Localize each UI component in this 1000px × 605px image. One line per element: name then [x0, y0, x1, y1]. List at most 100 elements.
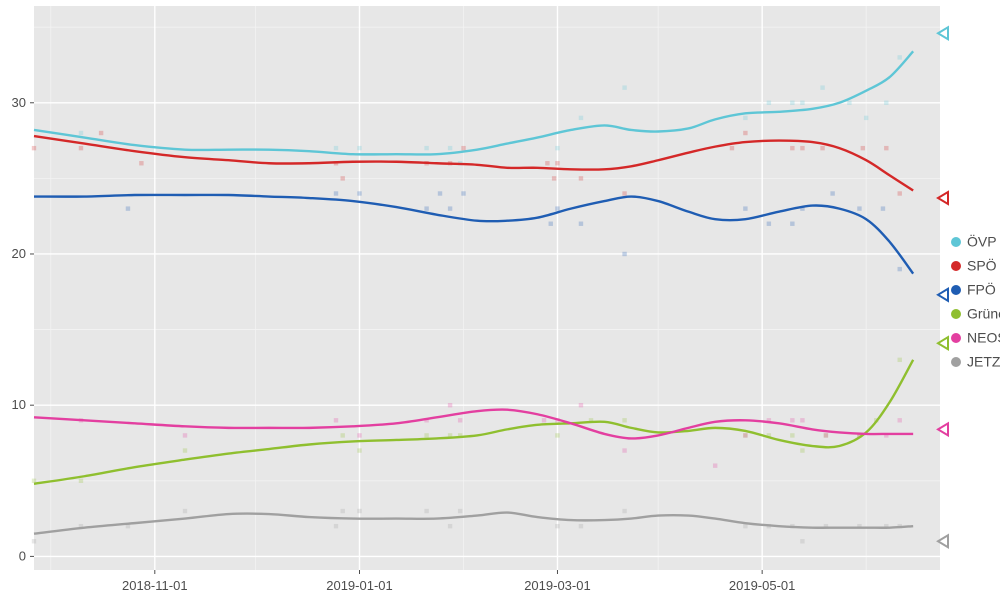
legend-label-grune: Grüne	[967, 306, 1000, 322]
legend-dot-fpo	[951, 285, 961, 295]
data-point	[438, 191, 442, 195]
data-point	[790, 101, 794, 105]
data-point	[448, 403, 452, 407]
data-point	[800, 448, 804, 452]
data-point	[448, 146, 452, 150]
data-point	[622, 509, 626, 513]
legend-dot-spo	[951, 261, 961, 271]
data-point	[800, 539, 804, 543]
data-point	[861, 146, 865, 150]
data-point	[800, 101, 804, 105]
data-point	[820, 146, 824, 150]
data-point	[555, 206, 559, 210]
data-point	[884, 146, 888, 150]
data-point	[898, 191, 902, 195]
data-point	[790, 418, 794, 422]
data-point	[458, 418, 462, 422]
data-point	[357, 448, 361, 452]
data-point	[555, 146, 559, 150]
data-point	[622, 85, 626, 89]
data-point	[183, 509, 187, 513]
data-point	[743, 206, 747, 210]
data-point	[730, 146, 734, 150]
data-point	[32, 479, 36, 483]
data-point	[334, 418, 338, 422]
data-point	[357, 509, 361, 513]
data-point	[743, 116, 747, 120]
data-point	[552, 176, 556, 180]
data-point	[99, 131, 103, 135]
data-point	[898, 358, 902, 362]
data-point	[183, 448, 187, 452]
data-point	[767, 101, 771, 105]
data-point	[881, 206, 885, 210]
data-point	[79, 146, 83, 150]
data-point	[622, 252, 626, 256]
data-point	[334, 191, 338, 195]
data-point	[555, 524, 559, 528]
data-point	[461, 146, 465, 150]
data-point	[847, 101, 851, 105]
data-point	[898, 55, 902, 59]
data-point	[139, 161, 143, 165]
data-point	[448, 524, 452, 528]
data-point	[79, 131, 83, 135]
data-point	[334, 146, 338, 150]
data-point	[555, 433, 559, 437]
data-point	[767, 222, 771, 226]
chart-svg: 2018-11-01 2019-01-01 2019-03-01 2019-05-01…	[0, 0, 1000, 600]
data-point	[341, 509, 345, 513]
data-point	[579, 524, 583, 528]
data-point	[357, 191, 361, 195]
legend-dot-neos	[951, 333, 961, 343]
data-point	[790, 433, 794, 437]
data-point	[713, 463, 717, 467]
x-axis-label: 2019-05-01	[729, 578, 796, 593]
y-axis-label: 0	[19, 548, 26, 563]
data-point	[555, 161, 559, 165]
data-point	[622, 418, 626, 422]
data-point	[820, 85, 824, 89]
data-point	[357, 146, 361, 150]
data-point	[579, 116, 583, 120]
data-point	[830, 191, 834, 195]
data-point	[32, 146, 36, 150]
data-point	[743, 131, 747, 135]
legend-label-fpo: FPÖ	[967, 281, 996, 298]
data-point	[790, 146, 794, 150]
data-point	[424, 146, 428, 150]
data-point	[743, 433, 747, 437]
data-point	[545, 161, 549, 165]
data-point	[622, 191, 626, 195]
data-point	[424, 509, 428, 513]
data-point	[800, 418, 804, 422]
data-point	[357, 433, 361, 437]
data-point	[461, 191, 465, 195]
data-point	[743, 524, 747, 528]
data-point	[549, 222, 553, 226]
data-point	[79, 479, 83, 483]
data-point	[800, 146, 804, 150]
data-point	[334, 524, 338, 528]
legend-dot-ovp	[951, 237, 961, 247]
data-point	[183, 433, 187, 437]
x-axis-label: 2019-01-01	[326, 578, 393, 593]
data-point	[824, 433, 828, 437]
data-point	[341, 433, 345, 437]
y-axis-label: 10	[12, 397, 26, 412]
plot-panel	[34, 6, 940, 570]
legend-dot-grune	[951, 309, 961, 319]
x-axis-label: 2019-03-01	[524, 578, 591, 593]
x-axis-label: 2018-11-01	[122, 578, 188, 593]
data-point	[898, 267, 902, 271]
legend-label-neos: NEOS	[967, 330, 1000, 346]
data-point	[622, 448, 626, 452]
data-point	[884, 101, 888, 105]
data-point	[579, 222, 583, 226]
poll-chart: 2018-11-01 2019-01-01 2019-03-01 2019-05-01…	[0, 0, 1000, 600]
legend-label-jetzt: JETZT	[967, 354, 1000, 370]
y-axis-label: 30	[12, 95, 26, 110]
data-point	[32, 539, 36, 543]
legend-dot-jetzt	[951, 357, 961, 367]
data-point	[542, 418, 546, 422]
